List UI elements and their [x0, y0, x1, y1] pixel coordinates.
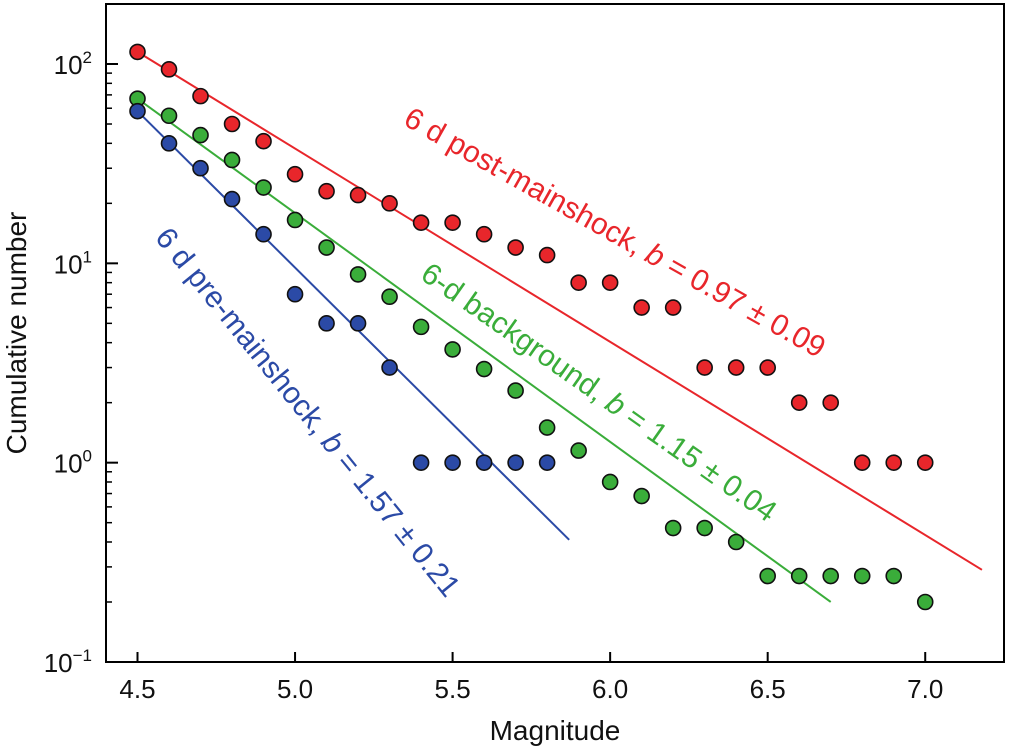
data-point: [286, 211, 304, 229]
data-point: [696, 359, 713, 376]
y-axis-label: Cumulative number: [1, 212, 32, 455]
y-tick-exponent: 2: [83, 48, 92, 67]
data-point: [696, 519, 713, 537]
data-point: [916, 593, 934, 611]
data-point: [444, 214, 461, 231]
data-point: [286, 285, 304, 303]
data-point: [318, 182, 335, 200]
data-point: [570, 442, 587, 459]
data-point: [916, 454, 934, 471]
data-point: [727, 533, 745, 551]
data-point: [223, 115, 241, 133]
data-point: [633, 487, 650, 505]
y-tick-base: 10: [54, 449, 83, 479]
y-tick-exponent: −1: [73, 646, 92, 665]
y-tick-exponent: 0: [83, 447, 92, 466]
data-point: [223, 151, 241, 169]
y-tick-base: 10: [44, 648, 73, 678]
data-point: [129, 43, 146, 61]
x-tick-label: 5.0: [277, 674, 313, 704]
y-tick-base: 10: [54, 50, 83, 80]
y-tick-label: 100: [54, 447, 92, 479]
x-axis-label: Magnitude: [490, 715, 621, 746]
data-point: [192, 159, 209, 177]
data-point: [349, 315, 367, 332]
data-point: [759, 567, 776, 585]
x-tick-label: 5.5: [435, 674, 471, 704]
data-point: [885, 454, 903, 471]
data-point: [381, 195, 398, 212]
data-point: [822, 394, 840, 411]
data-point: [475, 360, 493, 378]
data-point: [822, 567, 840, 585]
data-point: [633, 299, 650, 316]
data-point: [885, 567, 903, 585]
series-label: 6 d post-mainshock, b = 0.97 ± 0.09: [399, 101, 831, 364]
x-tick-label: 6.5: [750, 674, 786, 704]
data-point: [538, 419, 556, 436]
data-point: [318, 239, 335, 256]
data-point: [192, 87, 209, 105]
data-point: [790, 394, 808, 411]
data-point: [444, 341, 461, 358]
data-point: [727, 359, 745, 376]
data-point: [349, 186, 367, 204]
y-tick-label: 10−1: [44, 646, 92, 678]
data-point: [255, 132, 272, 150]
data-point: [790, 567, 808, 585]
data-point: [507, 454, 524, 471]
data-point: [349, 266, 367, 283]
data-point: [255, 179, 272, 196]
data-point: [318, 315, 335, 332]
data-point: [160, 107, 178, 125]
data-point: [412, 214, 430, 231]
data-point: [664, 519, 682, 537]
data-point: [381, 288, 398, 306]
data-point: [412, 454, 430, 471]
y-tick-base: 10: [54, 249, 83, 279]
fit-line: [136, 97, 832, 603]
data-point: [160, 135, 178, 152]
data-point: [853, 454, 871, 471]
data-point: [381, 359, 398, 376]
data-point: [759, 359, 776, 376]
data-point: [129, 102, 146, 120]
data-point: [601, 274, 619, 291]
data-point: [286, 165, 304, 183]
y-tick-label: 102: [54, 48, 92, 80]
data-points: [129, 43, 934, 611]
x-tick-label: 6.0: [592, 674, 628, 704]
data-point: [192, 126, 209, 144]
y-tick-label: 101: [54, 247, 92, 279]
series-label-text: 6 d pre-mainshock,: [149, 222, 340, 448]
x-tick-label: 7.0: [907, 674, 943, 704]
data-point: [475, 225, 493, 243]
data-point: [853, 567, 871, 585]
data-point: [507, 239, 524, 256]
data-point: [538, 454, 556, 471]
plot-frame: [105, 3, 1005, 663]
x-tick-label: 4.5: [119, 674, 155, 704]
fit-line: [136, 51, 983, 571]
data-point: [664, 299, 682, 316]
data-point: [507, 382, 524, 399]
data-point: [538, 246, 556, 264]
data-point: [223, 190, 241, 208]
series-label-text: 6 d post-mainshock,: [399, 101, 656, 266]
data-point: [444, 454, 461, 471]
data-point: [255, 225, 272, 243]
data-point: [601, 473, 619, 491]
y-tick-exponent: 1: [83, 247, 92, 266]
data-point: [570, 274, 587, 291]
data-point: [160, 61, 178, 78]
data-point: [412, 318, 430, 336]
data-point: [475, 454, 493, 471]
